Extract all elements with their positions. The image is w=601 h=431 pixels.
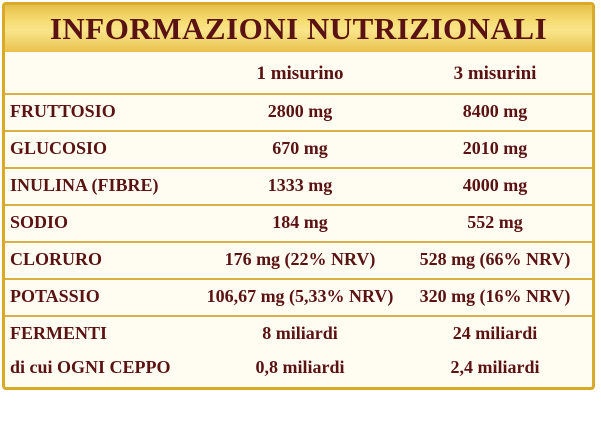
- row-label: FRUTTOSIO: [10, 101, 116, 121]
- cell-3-misurini: 24 miliardi: [452, 323, 538, 343]
- cell-3-misurini: 320 mg (16% NRV): [419, 286, 571, 306]
- row-label: POTASSIO: [10, 286, 100, 306]
- cell-3-misurini: 4000 mg: [462, 175, 528, 195]
- nutrition-panel: INFORMAZIONI NUTRIZIONALI 1 misurino 3 m…: [2, 2, 595, 390]
- column-header-1-misurino: 1 misurino: [256, 63, 344, 84]
- row-label: GLUCOSIO: [10, 138, 108, 158]
- cell-3-misurini: 2010 mg: [462, 138, 528, 158]
- panel-title: INFORMAZIONI NUTRIZIONALI: [49, 10, 548, 46]
- table-row: CLORURO 176 mg (22% NRV) 528 mg (66% NRV…: [5, 241, 592, 278]
- cell-1-misurino: 670 mg: [272, 138, 328, 158]
- title-bar: INFORMAZIONI NUTRIZIONALI: [5, 5, 592, 52]
- separator: [5, 167, 592, 169]
- table-row: GLUCOSIO 670 mg 2010 mg: [5, 130, 592, 167]
- table-row: di cui OGNI CEPPO 0,8 miliardi 2,4 milia…: [5, 349, 592, 386]
- table-row: SODIO 184 mg 552 mg: [5, 204, 592, 241]
- row-label: FERMENTI: [10, 323, 108, 343]
- cell-1-misurino: 8 miliardi: [262, 323, 338, 343]
- table-row: FRUTTOSIO 2800 mg 8400 mg: [5, 93, 592, 130]
- cell-1-misurino: 106,67 mg (5,33% NRV): [206, 286, 394, 306]
- separator: [5, 93, 592, 95]
- table-row: FERMENTI 8 miliardi 24 miliardi: [5, 315, 592, 352]
- column-header-row: 1 misurino 3 misurini: [5, 57, 592, 93]
- table-row: INULINA (FIBRE) 1333 mg 4000 mg: [5, 167, 592, 204]
- cell-1-misurino: 184 mg: [272, 212, 328, 232]
- row-label: INULINA (FIBRE): [10, 175, 159, 195]
- separator: [5, 204, 592, 206]
- cell-1-misurino: 1333 mg: [267, 175, 333, 195]
- cell-3-misurini: 8400 mg: [462, 101, 528, 121]
- cell-3-misurini: 2,4 miliardi: [450, 357, 540, 377]
- cell-3-misurini: 552 mg: [467, 212, 523, 232]
- separator: [5, 278, 592, 280]
- column-header-3-misurini: 3 misurini: [453, 63, 537, 84]
- cell-1-misurino: 0,8 miliardi: [255, 357, 345, 377]
- row-label: CLORURO: [10, 249, 103, 269]
- separator: [5, 315, 592, 317]
- separator: [5, 130, 592, 132]
- table-row: POTASSIO 106,67 mg (5,33% NRV) 320 mg (1…: [5, 278, 592, 315]
- separator: [5, 241, 592, 243]
- cell-1-misurino: 2800 mg: [267, 101, 333, 121]
- cell-3-misurini: 528 mg (66% NRV): [419, 249, 571, 269]
- row-label: SODIO: [10, 212, 69, 232]
- row-label: di cui OGNI CEPPO: [10, 357, 171, 377]
- cell-1-misurino: 176 mg (22% NRV): [224, 249, 376, 269]
